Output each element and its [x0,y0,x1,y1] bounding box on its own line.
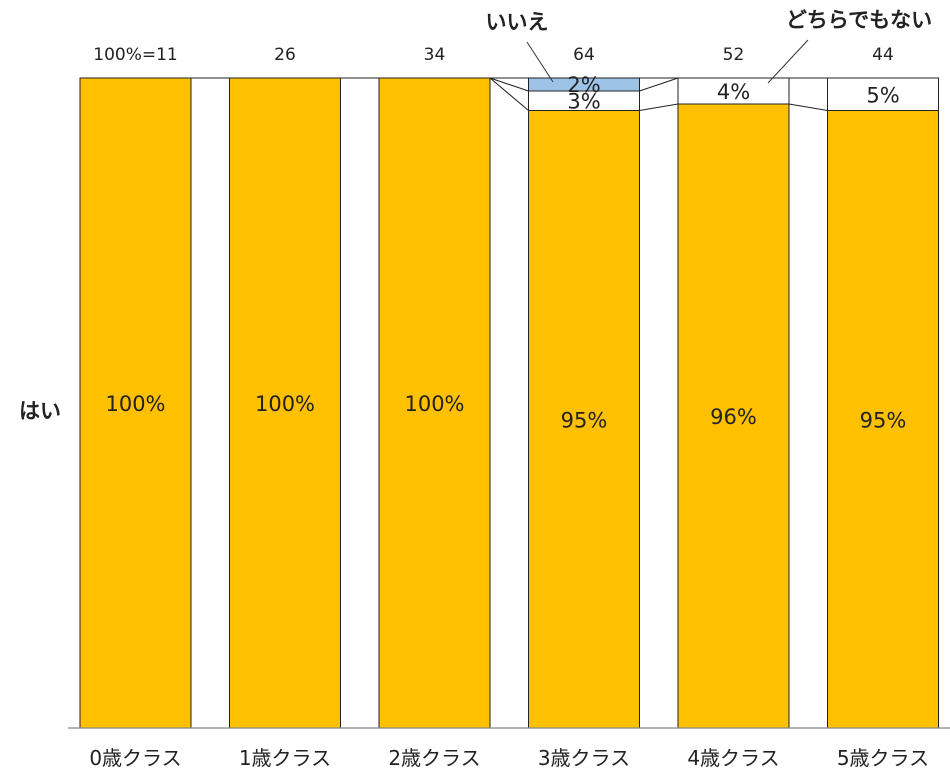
category-label-3: 3歳クラス [538,746,630,770]
bar-segment-hai-0 [79,77,192,729]
category-label-4: 4歳クラス [687,746,779,770]
series-label-dochirademonai: どちらでもない [786,8,932,32]
n-label-4: 52 [723,45,745,65]
series-label-iie: いいえ [486,10,549,34]
value-label-dochira-3: 3% [567,90,600,114]
n-label-5: 44 [872,45,894,65]
value-label-hai-2: 100% [404,392,464,416]
bar-segment-hai-5 [827,110,939,729]
value-label-hai-1: 100% [255,392,315,416]
bar-segment-dochira-5 [827,77,939,111]
bars-layer [79,77,939,729]
n-label-2: 34 [424,45,446,65]
category-label-1: 1歳クラス [239,746,331,770]
bar-segment-hai-2 [378,77,491,729]
connector-3-0 [639,103,679,111]
connector-3-1 [639,77,679,92]
value-label-dochira-5: 5% [866,83,899,107]
connector-lines [191,77,828,111]
n-label-3: 64 [573,45,595,65]
value-label-hai-5: 95% [860,408,907,432]
labels-layer: 100% 100%=11 0歳クラス 100% 26 1歳クラス 100% 34 2歳クラス 95… [89,45,929,770]
category-label-5: 5歳クラス [837,746,929,770]
category-label-0: 0歳クラス [89,746,181,770]
bar-segment-hai-1 [229,77,341,729]
n-label-0: 100%=11 [93,45,177,65]
bar-segment-iie-3 [528,77,640,92]
bar-segment-hai-3 [528,110,640,729]
iie-leader-line [526,41,554,83]
connector-2-1 [489,77,529,92]
series-label-hai: はい [19,399,61,423]
value-label-iie-3: 2% [567,73,600,97]
value-label-dochira-4: 4% [717,80,750,104]
bar-segment-hai-4 [677,103,790,729]
bar-segment-dochira-4 [677,77,790,105]
n-label-1: 26 [274,45,296,65]
connector-2-0 [489,77,529,111]
dochira-leader-line [767,39,809,84]
value-label-hai-4: 96% [710,405,757,429]
value-label-hai-3: 95% [561,408,608,432]
category-label-2: 2歳クラス [388,746,480,770]
connector-4-0 [788,103,828,111]
value-label-hai-0: 100% [105,392,165,416]
